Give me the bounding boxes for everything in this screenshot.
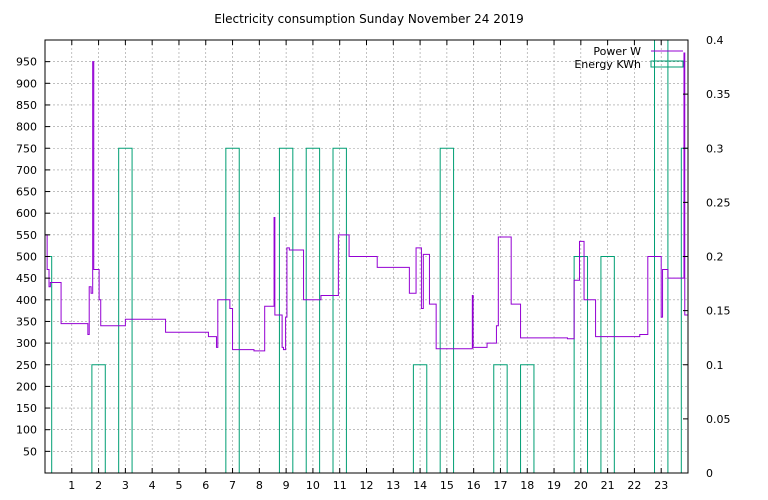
y-right-tick-label: 0.35 (706, 88, 731, 101)
x-tick-label: 2 (95, 479, 102, 492)
y-left-tick-label: 250 (16, 359, 37, 372)
x-tick-label: 18 (520, 479, 534, 492)
y-right-tick-label: 0.3 (706, 142, 724, 155)
power-line-layer (45, 52, 688, 352)
x-tick-label: 7 (229, 479, 236, 492)
y-left-axis-ticks: 50 100 150 200 250 300 350 400 450 500 550 600 650 70… (16, 56, 50, 458)
y-left-tick-label: 100 (16, 424, 37, 437)
y-left-tick-label: 800 (16, 121, 37, 134)
x-tick-label: 16 (467, 479, 481, 492)
x-tick-label: 11 (333, 479, 347, 492)
x-tick-label: 13 (386, 479, 400, 492)
y-left-tick-label: 200 (16, 380, 37, 393)
x-tick-label: 9 (283, 479, 290, 492)
y-right-axis-ticks: 0 0.05 0.1 0.15 0.2 0.25 0.3 0.35 0.4 (683, 34, 731, 480)
y-left-tick-label: 50 (23, 445, 37, 458)
y-left-tick-label: 350 (16, 315, 37, 328)
y-left-tick-label: 600 (16, 207, 37, 220)
y-left-tick-label: 700 (16, 164, 37, 177)
y-left-tick-label: 950 (16, 56, 37, 69)
y-left-tick-label: 450 (16, 272, 37, 285)
x-tick-label: 12 (360, 479, 374, 492)
y-left-tick-label: 650 (16, 186, 37, 199)
y-left-tick-label: 300 (16, 337, 37, 350)
y-right-tick-label: 0.1 (706, 359, 724, 372)
y-right-tick-label: 0.25 (706, 196, 731, 209)
x-tick-label: 6 (202, 479, 209, 492)
y-left-tick-label: 550 (16, 229, 37, 242)
x-tick-label: 14 (413, 479, 427, 492)
y-right-tick-label: 0.4 (706, 34, 724, 47)
x-tick-label: 21 (601, 479, 615, 492)
y-right-tick-label: 0.2 (706, 251, 724, 264)
y-left-tick-label: 150 (16, 402, 37, 415)
x-tick-label: 17 (493, 479, 507, 492)
legend-label-power: Power W (593, 45, 641, 58)
x-tick-label: 4 (149, 479, 156, 492)
y-left-tick-label: 400 (16, 294, 37, 307)
x-axis-ticks: 1 2 3 4 5 6 7 8 9 10 11 12 13 14 15 16 17 18 19 20 21 22 23 (68, 40, 668, 492)
x-tick-label: 10 (306, 479, 320, 492)
power-series-line (45, 52, 688, 352)
y-left-tick-label: 500 (16, 251, 37, 264)
y-right-tick-label: 0.15 (706, 305, 731, 318)
x-tick-label: 15 (440, 479, 454, 492)
y-left-tick-label: 850 (16, 99, 37, 112)
x-tick-label: 20 (574, 479, 588, 492)
chart-title: Electricity consumption Sunday November … (214, 12, 524, 26)
x-tick-label: 19 (547, 479, 561, 492)
legend-label-energy: Energy KWh (574, 58, 641, 71)
x-tick-label: 3 (122, 479, 129, 492)
y-left-tick-label: 900 (16, 77, 37, 90)
x-tick-label: 5 (175, 479, 182, 492)
y-left-tick-label: 750 (16, 142, 37, 155)
y-right-tick-label: 0 (706, 467, 713, 480)
y-right-tick-label: 0.05 (706, 413, 731, 426)
x-tick-label: 22 (627, 479, 641, 492)
x-tick-label: 23 (654, 479, 668, 492)
x-tick-label: 1 (68, 479, 75, 492)
x-tick-label: 8 (256, 479, 263, 492)
legend-swatch-energy (650, 60, 684, 68)
legend: Power W Energy KWh (574, 45, 684, 71)
